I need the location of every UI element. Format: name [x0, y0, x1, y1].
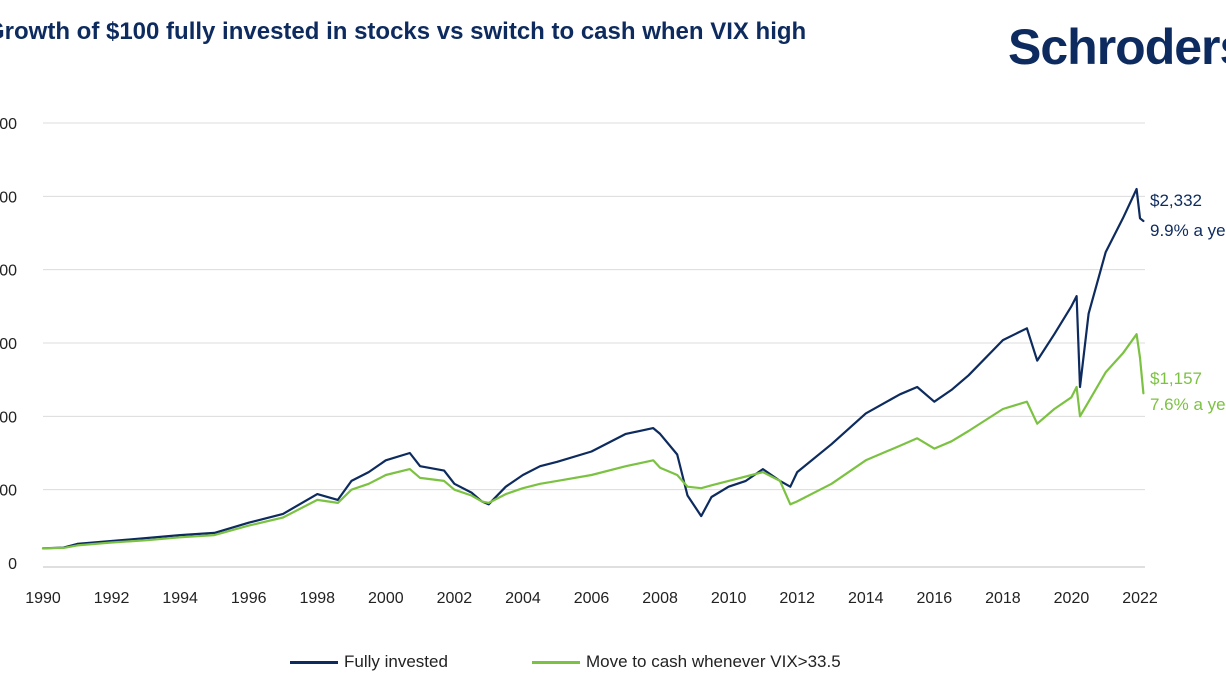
y-tick-label: 2,000 — [0, 263, 17, 280]
x-tick-label: 2012 — [779, 590, 815, 607]
x-tick-label: 2008 — [642, 590, 678, 607]
y-tick-label: 0 — [8, 556, 17, 573]
end-annotations: $2,332 9.9% a year $1,157 7.6% a year — [1150, 191, 1226, 414]
x-tick-label: 2020 — [1054, 590, 1090, 607]
x-tick-label: 1992 — [94, 590, 130, 607]
series-line-move-to-cash — [41, 333, 1145, 550]
legend-item-fully-invested: Fully invested — [290, 652, 448, 672]
x-tick-label: 2014 — [848, 590, 884, 607]
x-tick-label: 2010 — [711, 590, 747, 607]
x-tick-label: 2022 — [1122, 590, 1158, 607]
x-tick-label: 1996 — [231, 590, 267, 607]
y-tick-label: 3,000 — [0, 116, 17, 133]
x-axis-ticks: 1990 1992 1994 1996 1998 2000 2002 2004 2006 2008… — [25, 590, 1158, 607]
legend-swatch-fully-invested — [290, 660, 338, 664]
legend-label-fully-invested: Fully invested — [344, 652, 448, 671]
legend-label-move-to-cash: Move to cash whenever VIX>33.5 — [586, 652, 841, 671]
x-tick-label: 1990 — [25, 590, 61, 607]
x-tick-label: 1998 — [299, 590, 335, 607]
x-tick-label: 2002 — [437, 590, 473, 607]
y-tick-label: 2,500 — [0, 189, 17, 206]
annual-return-label: 7.6% a year — [1150, 395, 1226, 414]
x-tick-label: 1994 — [162, 590, 198, 607]
legend-item-move-to-cash: Move to cash whenever VIX>33.5 — [532, 652, 841, 672]
legend-swatch-move-to-cash — [532, 660, 580, 664]
end-value-label: $2,332 — [1150, 191, 1202, 210]
x-tick-label: 2004 — [505, 590, 541, 607]
annual-return-label: 9.9% a year — [1150, 221, 1226, 240]
chart-title: Growth of $100 fully invested in stocks … — [0, 18, 807, 45]
y-axis-ticks: 0 500 1,000 1,500 2,000 2,500 3,000 — [0, 116, 17, 573]
end-value-label: $1,157 — [1150, 369, 1202, 388]
y-tick-label: 1,000 — [0, 409, 17, 426]
series-lines — [41, 187, 1145, 550]
x-tick-label: 2016 — [917, 590, 953, 607]
schroders-logo: Schroders — [1008, 19, 1226, 75]
x-tick-label: 2000 — [368, 590, 404, 607]
gridlines — [43, 122, 1145, 568]
x-tick-label: 2018 — [985, 590, 1021, 607]
y-tick-label: 1,500 — [0, 336, 17, 353]
y-tick-label: 500 — [0, 483, 17, 500]
x-tick-label: 2006 — [574, 590, 610, 607]
series-line-fully-invested — [41, 187, 1145, 550]
